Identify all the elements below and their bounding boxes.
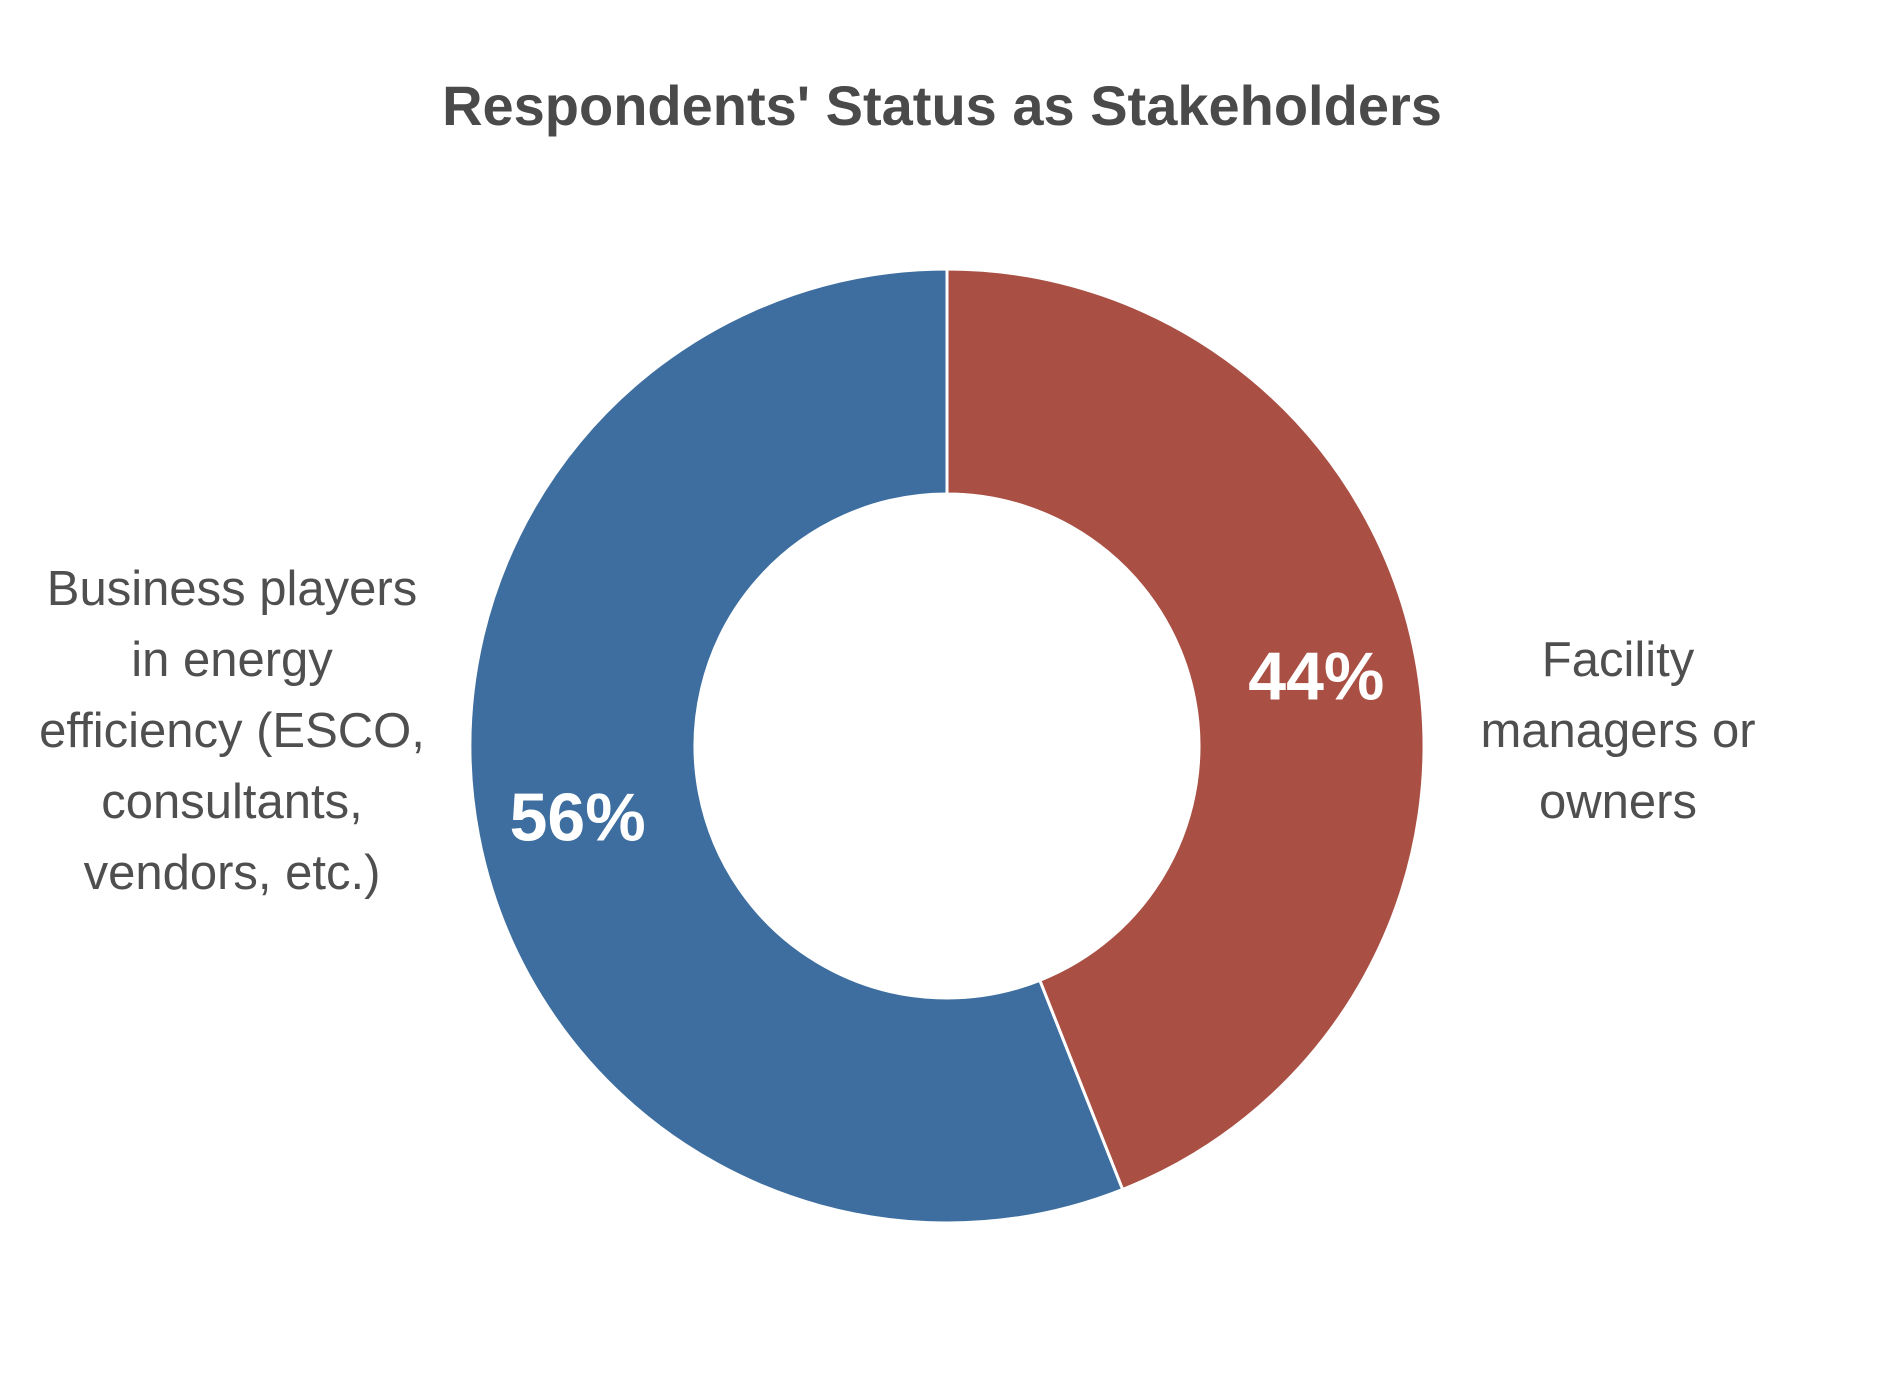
slice-category-label-0: Facility managers or owners xyxy=(1480,633,1755,829)
slice-value-label-0: 44% xyxy=(1248,639,1384,715)
slice-category-label-line: efficiency (ESCO, xyxy=(39,704,425,758)
slice-category-label-line: in energy xyxy=(131,633,333,687)
slice-category-label-1: Business players in energy efficiency (ESC… xyxy=(39,562,425,900)
slice-category-label-line: owners xyxy=(1539,775,1697,829)
donut-slice-1 xyxy=(468,267,1125,1225)
chart-title: Respondents' Status as Stakeholders xyxy=(442,74,1442,137)
slice-category-label-line: Facility xyxy=(1542,633,1695,687)
slice-category-label-line: consultants, xyxy=(101,775,363,829)
slice-category-label-line: vendors, etc.) xyxy=(84,846,381,900)
slice-category-label-line: managers or xyxy=(1480,704,1755,758)
value-labels-layer: 44% 56% xyxy=(510,639,1385,856)
donut-slice-0 xyxy=(945,267,1426,1192)
slice-category-label-line: Business players xyxy=(47,562,417,616)
slice-value-label-1: 56% xyxy=(510,779,646,855)
slices-layer xyxy=(468,267,1426,1225)
category-labels-layer: Facility managers or owners Business player… xyxy=(39,562,1755,900)
